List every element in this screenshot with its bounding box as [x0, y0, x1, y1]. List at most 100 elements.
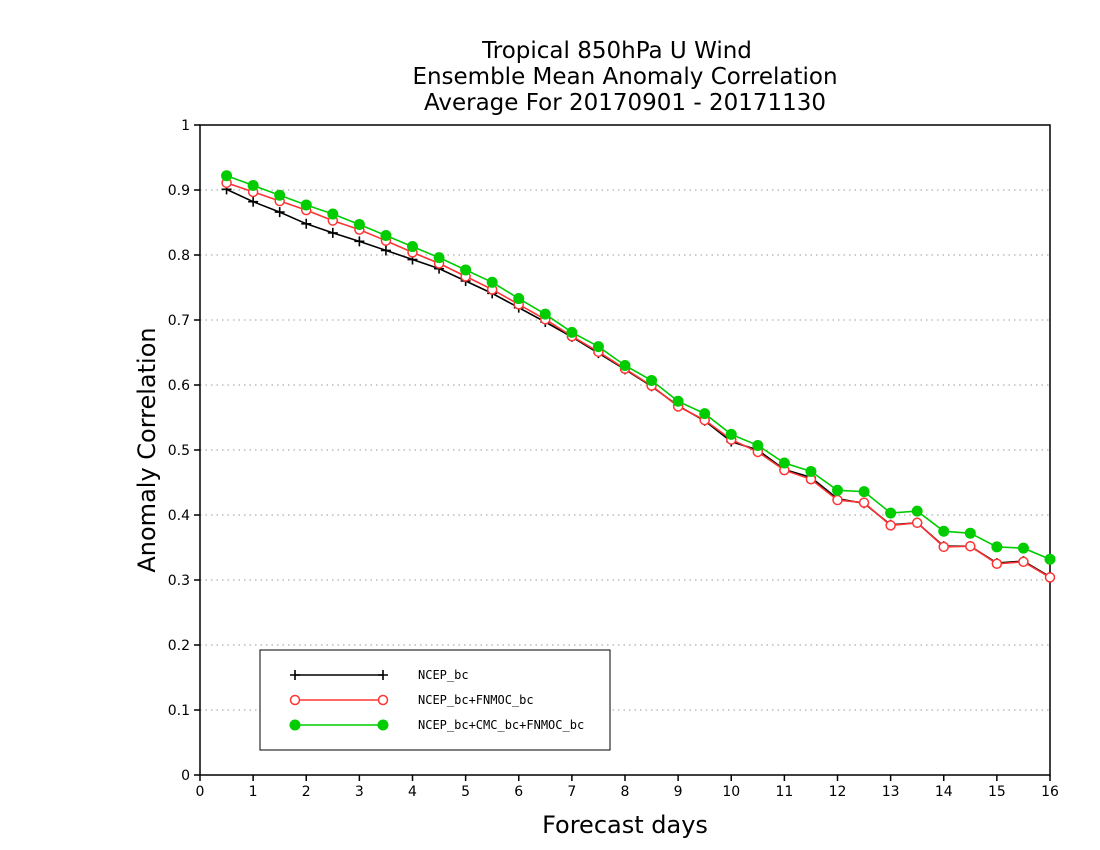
data-point	[858, 497, 870, 508]
data-point	[699, 408, 711, 420]
x-tick-label: 1	[249, 784, 258, 800]
axis-ticks: 00.10.20.30.40.50.60.70.80.910 1 2 3 4 5 6 7 8 9 1…	[168, 118, 1059, 800]
x-tick-label: 10	[722, 784, 740, 800]
legend-marker	[378, 670, 388, 680]
y-tick-label: 0.7	[168, 313, 190, 329]
legend-label: NCEP_bc+FNMOC_bc	[418, 693, 534, 707]
y-tick-label: 0.9	[168, 183, 190, 199]
data-point	[327, 227, 338, 238]
data-point	[858, 486, 870, 498]
x-tick-label: 7	[567, 784, 576, 800]
x-tick-label: 13	[882, 784, 900, 800]
y-tick-label: 0.2	[168, 638, 190, 654]
data-point	[938, 541, 949, 553]
data-point	[911, 505, 923, 517]
data-point	[592, 341, 604, 353]
data-point	[486, 276, 498, 288]
data-point	[539, 308, 551, 320]
data-point	[964, 527, 976, 539]
data-point	[407, 241, 418, 253]
data-point	[1018, 556, 1029, 568]
legend-entry-1: NCEP_bc+FNMOC_bc	[289, 693, 534, 707]
y-tick-label: 0.6	[168, 378, 190, 394]
x-axis-label: Forecast days	[542, 811, 708, 839]
legend-marker	[289, 694, 301, 706]
data-point	[619, 360, 631, 371]
legend-marker	[290, 670, 300, 680]
chart-title-line-3: Average For 20170901 - 20171130	[424, 90, 826, 116]
data-point	[353, 218, 365, 230]
data-point	[433, 252, 445, 264]
data-point	[380, 245, 391, 256]
legend-entries: NCEP_bc NCEP_bc+FNMOC_bc NCEP_bc+CMC_bc+FN…	[289, 668, 584, 732]
data-point	[832, 494, 843, 506]
x-tick-label: 9	[674, 784, 683, 800]
legend-entry-0: NCEP_bc	[290, 668, 469, 682]
y-tick-label: 0.5	[168, 443, 190, 459]
series-layer	[221, 170, 1056, 583]
data-point	[301, 218, 312, 229]
chart-title-line-2: Ensemble Mean Anomaly Correlation	[412, 64, 837, 90]
legend-label: NCEP_bc	[418, 668, 469, 682]
data-point	[566, 326, 578, 338]
legend-marker	[377, 719, 389, 731]
x-tick-label: 5	[461, 784, 470, 800]
data-point	[380, 230, 392, 241]
chart-title-line-1: Tropical 850hPa U Wind	[481, 38, 752, 64]
y-tick-label: 0.1	[168, 703, 190, 719]
legend-entry-2: NCEP_bc+CMC_bc+FNMOC_bc	[289, 718, 584, 732]
legend: NCEP_bc NCEP_bc+FNMOC_bc NCEP_bc+CMC_bc+FN…	[259, 649, 611, 751]
data-point	[672, 395, 684, 407]
x-tick-label: 4	[408, 784, 417, 800]
x-tick-label: 6	[514, 784, 523, 800]
chart-title: Tropical 850hPa U Wind Ensemble Mean Ano…	[412, 38, 837, 116]
data-point	[752, 439, 764, 451]
data-point	[274, 189, 286, 201]
x-tick-label: 8	[621, 784, 630, 800]
data-point	[1044, 553, 1056, 565]
data-point	[911, 517, 923, 529]
series-line	[226, 174, 1051, 560]
x-tick-label: 15	[988, 784, 1006, 800]
grid-lines	[200, 189, 1050, 711]
y-tick-label: 0.8	[168, 248, 190, 264]
data-point	[725, 428, 737, 440]
series-0	[221, 184, 1055, 582]
x-tick-label: 0	[196, 784, 205, 800]
data-point	[991, 558, 1003, 569]
data-point	[248, 196, 259, 207]
data-point	[1017, 542, 1029, 554]
data-point	[885, 520, 896, 531]
data-point	[646, 374, 658, 386]
y-tick-label: 1	[181, 118, 190, 134]
data-point	[513, 293, 525, 305]
data-point	[274, 207, 285, 218]
y-tick-label: 0.4	[168, 508, 190, 524]
data-point	[938, 525, 950, 537]
data-point	[965, 540, 976, 552]
data-point	[247, 179, 259, 191]
y-tick-label: 0	[181, 768, 190, 784]
x-tick-label: 14	[935, 784, 953, 800]
x-tick-label: 12	[829, 784, 847, 800]
y-axis-label: Anomaly Correlation	[133, 327, 161, 572]
data-point	[778, 457, 790, 469]
y-tick-label: 0.3	[168, 573, 190, 589]
legend-label: NCEP_bc+CMC_bc+FNMOC_bc	[418, 718, 584, 732]
data-point	[991, 541, 1003, 553]
x-tick-label: 11	[775, 784, 793, 800]
data-point	[885, 507, 897, 519]
data-point	[1044, 572, 1056, 583]
data-point	[354, 236, 365, 247]
data-point	[832, 484, 843, 496]
data-point	[221, 170, 233, 182]
data-point	[300, 199, 312, 211]
legend-marker	[377, 694, 389, 706]
x-tick-label: 16	[1041, 784, 1059, 800]
x-tick-label: 2	[302, 784, 311, 800]
legend-marker	[289, 719, 301, 731]
data-point	[460, 264, 472, 276]
x-tick-label: 3	[355, 784, 364, 800]
data-point	[327, 208, 339, 220]
